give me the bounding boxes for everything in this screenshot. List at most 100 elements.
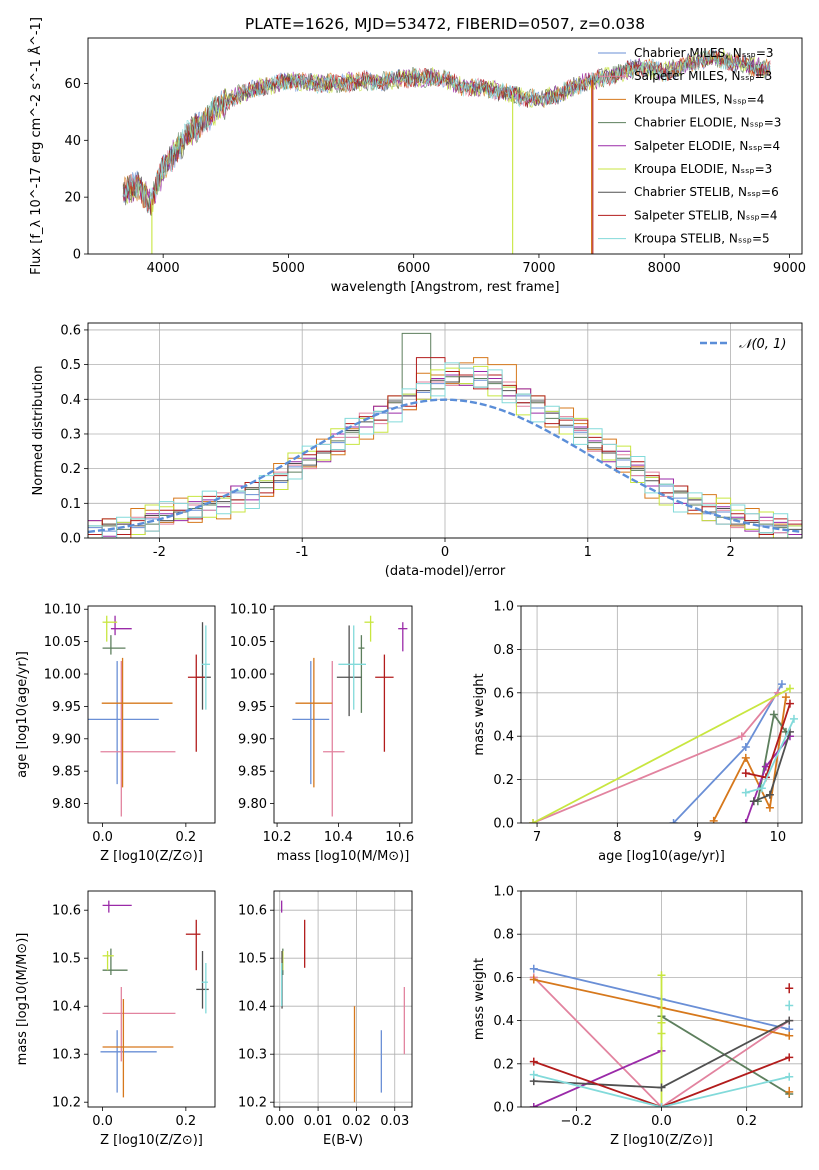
weight-line (532, 687, 791, 823)
mass-vs-metallicity-panel: 0.0 0.2 10.2 10.3 10.4 10.5 10.6 Z [log10(Z/Z⊙)… (15, 890, 216, 1148)
y-tick-label: 9.90 (238, 732, 267, 747)
x-tick-label: 7000 (522, 261, 555, 276)
y-axis-label: mass weight (472, 673, 487, 755)
y-tick-label: 10.2 (52, 1096, 81, 1111)
y-axis-label: age [log10(age/yr)] (15, 651, 30, 778)
y-axis-label: mass [log10(M/M⊙)] (15, 933, 30, 1066)
y-tick-label: 9.80 (238, 797, 267, 812)
y-tick-label: 10.10 (230, 603, 267, 618)
weight-marker (657, 1103, 666, 1107)
errorbar-point (292, 661, 330, 785)
spectrum-panel: 4000 5000 6000 7000 8000 9000 0 20 40 60 wavelengt… (28, 17, 806, 295)
errorbar-point (187, 654, 205, 752)
plot-area (529, 680, 798, 823)
y-axis-label: mass weight (472, 958, 487, 1040)
weight-marker (669, 819, 678, 823)
x-tick-label: 0.2 (176, 830, 197, 845)
plot-area (281, 900, 405, 1103)
x-tick-label: 2 (726, 545, 734, 560)
plot-area (292, 615, 408, 817)
y-tick-label: 10.6 (52, 904, 81, 919)
weight-line (533, 1049, 662, 1107)
weight-marker (657, 971, 666, 980)
y-tick-label: 0.2 (60, 462, 81, 477)
y-tick-label: 0.0 (493, 817, 514, 832)
errorbar-point (102, 948, 128, 975)
x-tick-label: 9000 (773, 261, 806, 276)
x-tick-label: 4000 (147, 261, 180, 276)
weight-marker (765, 803, 774, 812)
x-tick-label: -1 (296, 545, 309, 560)
errorbar-point (102, 951, 114, 971)
x-tick-label: 8 (613, 830, 621, 845)
y-tick-label: 10.10 (44, 603, 81, 618)
y-tick-label: 10.00 (44, 668, 81, 683)
errorbar-point (110, 615, 132, 636)
legend-label: Salpeter STELIB, Nₛₛₚ=4 (634, 208, 778, 222)
x-tick-label: 0.02 (342, 1114, 371, 1129)
weight-line (533, 976, 790, 1107)
y-tick-label: 0.8 (493, 928, 514, 943)
x-axis-label: Z [log10(Z/Z⊙)] (610, 1133, 713, 1148)
x-tick-label: 0 (441, 545, 449, 560)
plot-area (122, 48, 771, 254)
weight-line (672, 683, 783, 823)
weight-marker (741, 753, 750, 762)
y-tick-label: 9.95 (52, 700, 81, 715)
weight-marker (529, 964, 538, 973)
y-tick-label: 0.6 (493, 686, 514, 701)
axes-frame (273, 605, 413, 824)
x-tick-label: 10.2 (263, 830, 292, 845)
weight-marker (737, 732, 746, 741)
axes-frame (87, 605, 216, 824)
errorbar-point (185, 919, 201, 971)
axes-frame (520, 605, 803, 824)
normal-curve (88, 398, 802, 534)
weight-marker (785, 699, 794, 708)
errorbar-point (358, 635, 365, 713)
y-tick-label: 0.3 (60, 427, 81, 442)
errorbar-point (364, 615, 374, 642)
x-tick-label: 0.0 (92, 830, 113, 845)
x-tick-label: 0.2 (176, 1114, 197, 1129)
errorbar-point (102, 900, 132, 913)
y-tick-label: 9.90 (52, 732, 81, 747)
legend-label: Chabrier ELODIE, Nₛₛₚ=3 (634, 116, 781, 130)
x-tick-label: 5000 (272, 261, 305, 276)
histogram-step (88, 362, 802, 538)
errorbar-point (201, 625, 211, 710)
weight-marker (785, 1086, 794, 1097)
weight-marker (785, 1053, 794, 1062)
errorbar-point (88, 661, 159, 785)
errorbar-point (375, 654, 394, 752)
x-tick-label: −0.2 (561, 1114, 593, 1129)
weight-marker (785, 1016, 794, 1025)
weight-marker (785, 1000, 794, 1011)
x-tick-label: 10.4 (324, 830, 353, 845)
weight-marker (781, 693, 790, 702)
y-tick-label: 10.3 (52, 1048, 81, 1063)
y-tick-label: 0.1 (60, 497, 81, 512)
y-tick-label: 0.4 (60, 393, 81, 408)
x-tick-label: 0.03 (380, 1114, 409, 1129)
figure-title: PLATE=1626, MJD=53472, FIBERID=0507, z=0… (245, 15, 645, 33)
legend-label: Chabrier STELIB, Nₛₛₚ=6 (634, 185, 779, 199)
mass-vs-extinction-panel: 0.00 0.01 0.02 0.03 10.2 10.3 10.4 10.5 10.6 E(B-… (238, 890, 413, 1148)
y-tick-label: 10.05 (230, 635, 267, 650)
legend: Chabrier MILES, Nₛₛₚ=3 Salpeter MILES, Nₛ… (598, 46, 781, 246)
y-tick-label: 1.0 (493, 885, 514, 900)
y-axis-label: Flux [f_λ 10^-17 erg cm^-2 s^-1 Å^-1] (28, 17, 44, 275)
axes-frame (273, 890, 413, 1108)
y-tick-label: 0.4 (493, 730, 514, 745)
errorbar-point (323, 661, 345, 817)
y-tick-label: 9.85 (52, 765, 81, 780)
y-tick-label: 9.95 (238, 700, 267, 715)
legend-label: Kroupa MILES, Nₛₛₚ=4 (634, 92, 764, 106)
y-axis-label: Normed distribution (31, 366, 46, 496)
x-tick-label: 8000 (648, 261, 681, 276)
weight-marker (657, 1017, 666, 1028)
y-tick-label: 0.6 (60, 323, 81, 338)
x-tick-label: 10 (770, 830, 787, 845)
legend-label: Salpeter MILES, Nₛₛₚ=3 (634, 69, 772, 83)
weight-marker (785, 684, 794, 693)
